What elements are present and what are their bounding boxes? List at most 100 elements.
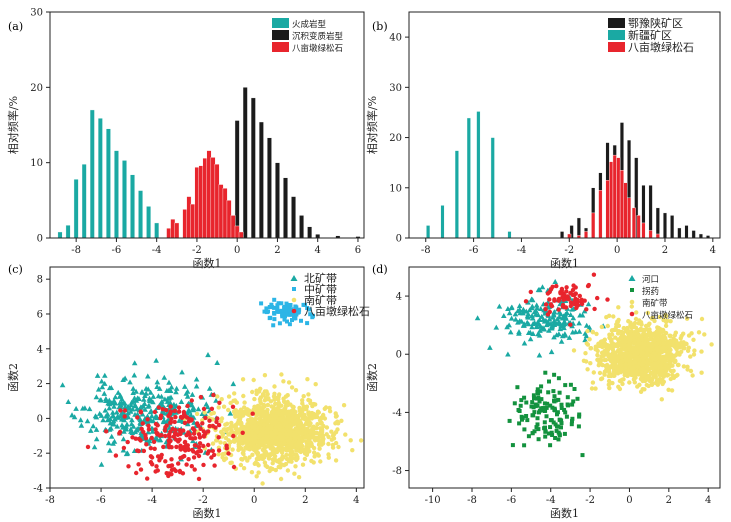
point bbox=[605, 323, 610, 329]
point bbox=[231, 438, 237, 443]
bar bbox=[307, 226, 313, 238]
point bbox=[114, 423, 120, 429]
point bbox=[644, 360, 649, 365]
point bbox=[567, 312, 574, 317]
point bbox=[629, 366, 635, 371]
point bbox=[316, 442, 322, 447]
point bbox=[599, 324, 604, 330]
point bbox=[155, 393, 162, 399]
point bbox=[539, 397, 544, 402]
point bbox=[326, 455, 331, 460]
point bbox=[113, 453, 119, 458]
legend-middle-belt: 中矿带 bbox=[292, 283, 337, 296]
point bbox=[127, 379, 133, 385]
x-tick-label: 0 bbox=[626, 495, 632, 506]
point bbox=[164, 407, 169, 413]
bar bbox=[576, 217, 581, 238]
point bbox=[529, 297, 536, 303]
point bbox=[681, 364, 687, 369]
bar bbox=[507, 231, 512, 238]
point bbox=[157, 401, 164, 406]
point bbox=[206, 385, 213, 391]
point bbox=[110, 418, 117, 424]
point bbox=[571, 348, 577, 353]
point bbox=[254, 474, 259, 479]
point bbox=[614, 322, 619, 327]
point bbox=[242, 405, 247, 410]
point bbox=[606, 367, 611, 372]
point bbox=[125, 439, 130, 445]
point bbox=[553, 436, 558, 440]
point bbox=[613, 350, 618, 355]
point bbox=[259, 431, 265, 437]
point bbox=[323, 405, 329, 410]
legend-label: 沉积变质岩型 bbox=[292, 31, 344, 42]
point bbox=[276, 400, 281, 406]
point bbox=[275, 410, 281, 415]
point bbox=[290, 404, 295, 409]
point bbox=[673, 373, 679, 379]
point bbox=[117, 402, 124, 407]
point bbox=[153, 427, 158, 432]
legend-label: 中矿带 bbox=[304, 283, 337, 296]
point bbox=[272, 454, 278, 459]
point bbox=[569, 306, 575, 312]
point bbox=[531, 393, 536, 398]
bar bbox=[567, 233, 572, 238]
point bbox=[130, 385, 136, 391]
point bbox=[670, 363, 675, 368]
point bbox=[260, 481, 265, 486]
point bbox=[176, 461, 181, 466]
point bbox=[610, 328, 615, 333]
point bbox=[543, 302, 549, 307]
point bbox=[216, 435, 221, 440]
point bbox=[209, 406, 215, 411]
point bbox=[699, 349, 704, 354]
point bbox=[507, 418, 512, 423]
point bbox=[134, 395, 141, 401]
bar bbox=[238, 231, 244, 238]
bar bbox=[57, 231, 63, 238]
point bbox=[300, 462, 306, 467]
point bbox=[558, 323, 564, 329]
point bbox=[146, 402, 152, 408]
point bbox=[692, 348, 697, 353]
point bbox=[654, 342, 659, 347]
point bbox=[333, 458, 339, 463]
point bbox=[239, 437, 244, 442]
point bbox=[493, 324, 500, 330]
point bbox=[230, 381, 237, 387]
y-tick-label: 4 bbox=[37, 344, 43, 355]
legend-bamudun: 八亩墩绿松石 bbox=[608, 40, 694, 54]
point bbox=[544, 405, 549, 410]
x-tick-label: 2 bbox=[274, 245, 280, 256]
legend-marker bbox=[291, 297, 297, 303]
point bbox=[177, 428, 182, 433]
x-tick-label: -6 bbox=[506, 495, 516, 506]
point bbox=[709, 342, 714, 347]
point bbox=[617, 386, 623, 392]
point bbox=[122, 408, 128, 413]
point bbox=[284, 409, 290, 415]
point bbox=[247, 412, 252, 417]
point bbox=[665, 318, 670, 323]
point bbox=[305, 377, 310, 382]
point bbox=[527, 336, 534, 342]
point bbox=[548, 443, 553, 448]
point bbox=[93, 394, 100, 400]
point bbox=[530, 413, 535, 418]
point bbox=[593, 344, 598, 349]
point bbox=[207, 418, 212, 423]
point bbox=[535, 416, 540, 421]
x-tick-label: 4 bbox=[353, 495, 359, 506]
point bbox=[111, 397, 117, 403]
point bbox=[265, 412, 270, 418]
point bbox=[679, 349, 684, 354]
point bbox=[142, 406, 148, 412]
point bbox=[287, 444, 293, 449]
bar bbox=[198, 165, 204, 238]
point bbox=[550, 284, 555, 289]
point bbox=[281, 417, 286, 422]
